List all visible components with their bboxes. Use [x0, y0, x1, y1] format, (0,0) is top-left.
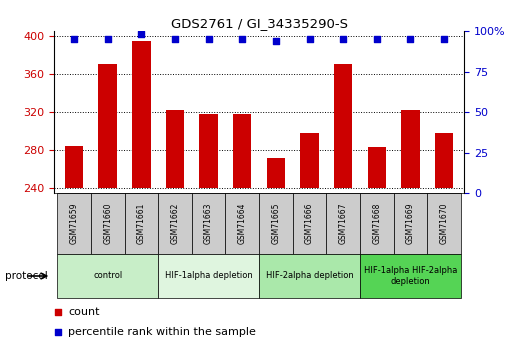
Text: protocol: protocol: [5, 271, 48, 281]
Text: control: control: [93, 272, 122, 280]
Text: HIF-2alpha depletion: HIF-2alpha depletion: [266, 272, 353, 280]
Bar: [132, 41, 151, 188]
Bar: [158, 193, 192, 254]
Point: [238, 37, 246, 42]
Text: GSM71659: GSM71659: [70, 203, 78, 244]
Title: GDS2761 / GI_34335290-S: GDS2761 / GI_34335290-S: [170, 17, 348, 30]
Point: [305, 37, 313, 42]
Text: GSM71668: GSM71668: [372, 203, 381, 244]
Bar: [233, 114, 251, 188]
Bar: [65, 146, 83, 188]
Text: GSM71663: GSM71663: [204, 203, 213, 244]
Bar: [192, 193, 225, 254]
Bar: [360, 193, 393, 254]
Text: GSM71670: GSM71670: [440, 203, 448, 244]
Bar: [367, 147, 386, 188]
Point: [272, 38, 280, 43]
Point: [70, 37, 78, 42]
Bar: [435, 133, 453, 188]
Bar: [225, 193, 259, 254]
Bar: [91, 193, 125, 254]
Text: HIF-1alpha HIF-2alpha
depletion: HIF-1alpha HIF-2alpha depletion: [364, 266, 457, 286]
Bar: [98, 65, 117, 188]
Bar: [125, 193, 158, 254]
Bar: [293, 193, 326, 254]
Text: GSM71662: GSM71662: [170, 203, 180, 244]
Bar: [334, 65, 352, 188]
Text: GSM71661: GSM71661: [137, 203, 146, 244]
Point: [339, 37, 347, 42]
Bar: [259, 254, 360, 298]
Bar: [57, 254, 158, 298]
Point: [205, 37, 213, 42]
Bar: [427, 193, 461, 254]
Bar: [158, 254, 259, 298]
Bar: [401, 110, 420, 188]
Point: [373, 37, 381, 42]
Point: [54, 330, 62, 335]
Text: GSM71660: GSM71660: [103, 203, 112, 244]
Point: [104, 37, 112, 42]
Bar: [166, 110, 184, 188]
Text: GSM71665: GSM71665: [271, 203, 281, 244]
Text: GSM71667: GSM71667: [339, 203, 348, 244]
Text: HIF-1alpha depletion: HIF-1alpha depletion: [165, 272, 252, 280]
Bar: [259, 193, 293, 254]
Point: [406, 37, 415, 42]
Text: GSM71664: GSM71664: [238, 203, 247, 244]
Text: count: count: [68, 307, 100, 317]
Bar: [57, 193, 91, 254]
Bar: [393, 193, 427, 254]
Point: [54, 309, 62, 315]
Bar: [326, 193, 360, 254]
Text: percentile rank within the sample: percentile rank within the sample: [68, 327, 256, 337]
Bar: [360, 254, 461, 298]
Bar: [200, 114, 218, 188]
Text: GSM71666: GSM71666: [305, 203, 314, 244]
Bar: [267, 158, 285, 188]
Point: [137, 31, 145, 37]
Point: [171, 37, 179, 42]
Text: GSM71669: GSM71669: [406, 203, 415, 244]
Point: [440, 37, 448, 42]
Bar: [300, 133, 319, 188]
